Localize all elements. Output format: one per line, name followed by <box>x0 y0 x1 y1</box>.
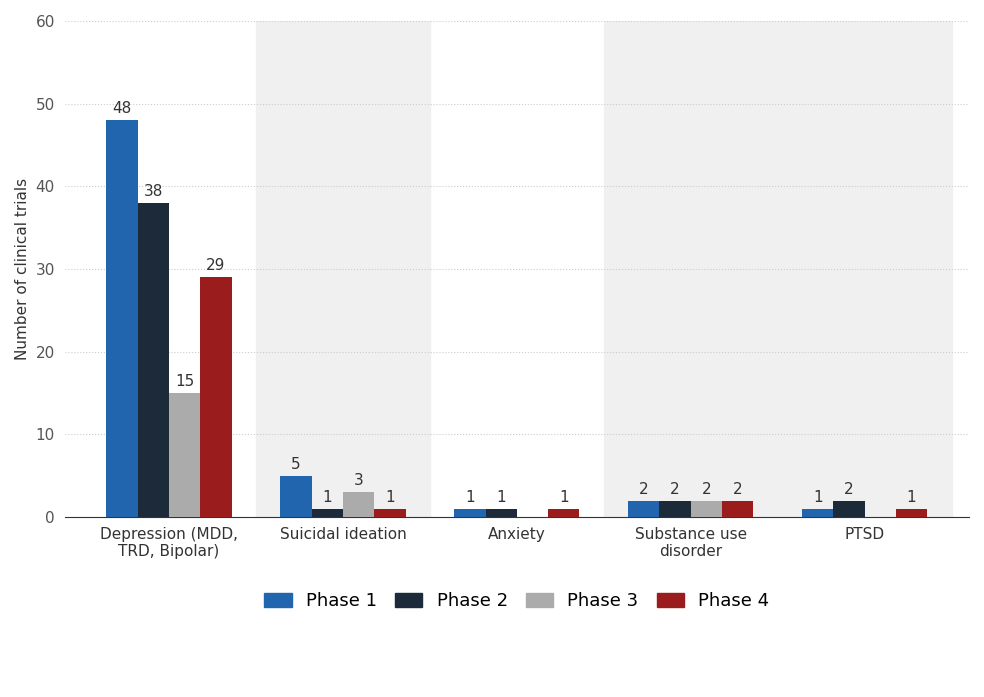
Bar <box>604 21 777 517</box>
Text: 2: 2 <box>844 482 854 496</box>
Bar <box>374 509 405 517</box>
Bar <box>138 203 169 517</box>
Bar <box>548 509 580 517</box>
Bar <box>106 121 138 517</box>
Text: 2: 2 <box>733 482 743 496</box>
Bar <box>485 509 517 517</box>
Text: 1: 1 <box>907 490 916 505</box>
Legend: Phase 1, Phase 2, Phase 3, Phase 4: Phase 1, Phase 2, Phase 3, Phase 4 <box>257 585 776 618</box>
Bar <box>169 393 201 517</box>
Text: 2: 2 <box>702 482 711 496</box>
Bar <box>312 509 342 517</box>
Bar <box>659 500 691 517</box>
Text: 2: 2 <box>639 482 648 496</box>
Bar <box>833 500 865 517</box>
Text: 3: 3 <box>353 473 363 489</box>
Bar <box>777 21 952 517</box>
Text: 1: 1 <box>465 490 474 505</box>
Text: 1: 1 <box>385 490 395 505</box>
Text: 1: 1 <box>813 490 823 505</box>
Y-axis label: Number of clinical trials: Number of clinical trials <box>15 178 30 360</box>
Bar <box>280 476 312 517</box>
Text: 1: 1 <box>496 490 506 505</box>
Bar <box>896 509 927 517</box>
Bar <box>256 21 430 517</box>
Bar <box>455 509 485 517</box>
Text: 15: 15 <box>175 374 194 389</box>
Text: 29: 29 <box>207 258 225 273</box>
Text: 1: 1 <box>323 490 332 505</box>
Text: 48: 48 <box>112 101 132 116</box>
Bar <box>201 277 231 517</box>
Bar <box>342 492 374 517</box>
Text: 2: 2 <box>670 482 680 496</box>
Text: 5: 5 <box>291 457 301 472</box>
Bar <box>691 500 722 517</box>
Text: 1: 1 <box>559 490 569 505</box>
Text: 38: 38 <box>144 184 163 199</box>
Bar <box>722 500 754 517</box>
Bar <box>628 500 659 517</box>
Bar <box>802 509 833 517</box>
